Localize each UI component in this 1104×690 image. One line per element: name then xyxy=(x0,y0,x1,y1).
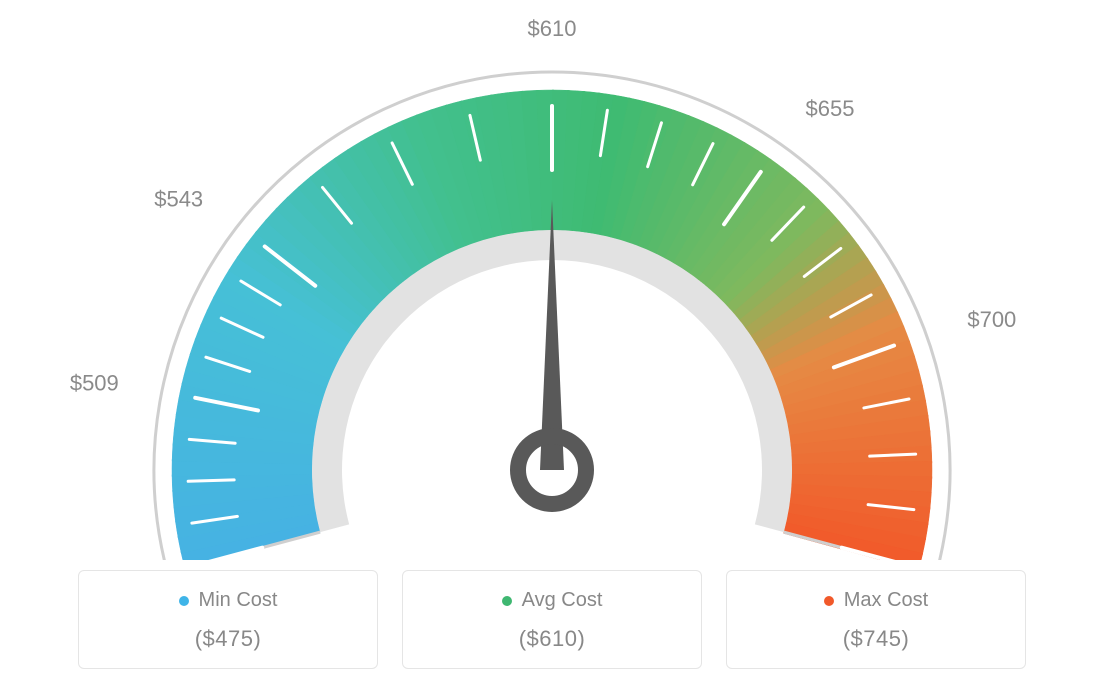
legend-card-min: Min Cost ($475) xyxy=(78,570,378,669)
gauge-tick-label: $655 xyxy=(806,96,855,121)
legend-value: ($745) xyxy=(737,626,1015,652)
gauge-tick-label: $700 xyxy=(967,307,1016,332)
legend-dot-avg xyxy=(502,596,512,606)
legend-row: Min Cost ($475) Avg Cost ($610) Max Cost… xyxy=(0,560,1104,669)
legend-title: Max Cost xyxy=(844,589,928,612)
legend-value: ($475) xyxy=(89,626,367,652)
legend-card-max: Max Cost ($745) xyxy=(726,570,1026,669)
legend-dot-min xyxy=(179,596,189,606)
legend-title: Avg Cost xyxy=(522,589,603,612)
gauge-tick-label: $509 xyxy=(70,370,119,395)
gauge-tick-label: $543 xyxy=(154,187,203,212)
legend-card-avg: Avg Cost ($610) xyxy=(402,570,702,669)
legend-title: Min Cost xyxy=(199,589,278,612)
gauge-chart: $475$509$543$610$655$700$745 xyxy=(0,0,1104,560)
gauge-tick-label: $610 xyxy=(528,16,577,41)
legend-dot-max xyxy=(824,596,834,606)
legend-value: ($610) xyxy=(413,626,691,652)
